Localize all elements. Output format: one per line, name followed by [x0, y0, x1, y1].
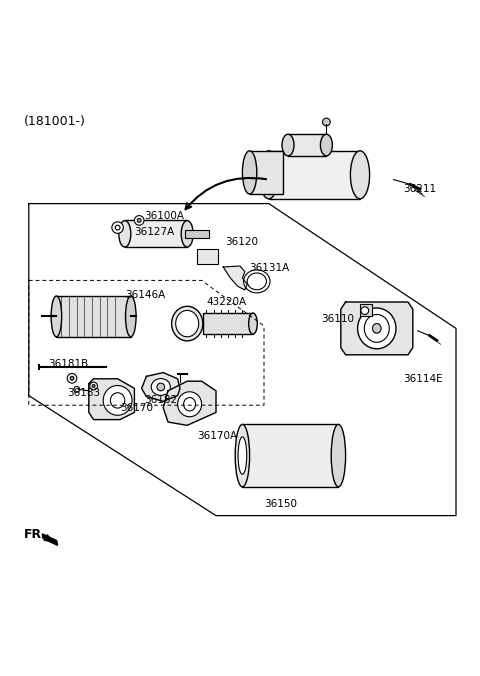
Bar: [203, 313, 253, 334]
Ellipse shape: [249, 313, 257, 334]
Ellipse shape: [181, 220, 193, 247]
Text: (181001-): (181001-): [24, 115, 86, 128]
Text: 36110: 36110: [322, 314, 355, 324]
Ellipse shape: [282, 135, 294, 156]
Ellipse shape: [51, 296, 61, 337]
Ellipse shape: [126, 296, 136, 337]
Bar: [57, 296, 131, 337]
Ellipse shape: [364, 314, 389, 342]
Polygon shape: [89, 379, 134, 420]
Text: 36182: 36182: [144, 395, 177, 406]
Ellipse shape: [178, 392, 202, 416]
Polygon shape: [223, 266, 247, 290]
Text: 36211: 36211: [403, 184, 436, 194]
Polygon shape: [163, 381, 216, 425]
Ellipse shape: [238, 437, 247, 475]
Ellipse shape: [358, 308, 396, 349]
Text: 36183: 36183: [67, 388, 100, 398]
Ellipse shape: [247, 273, 266, 290]
Ellipse shape: [244, 270, 270, 293]
Bar: [185, 230, 209, 238]
Text: 36146A: 36146A: [125, 290, 165, 299]
Circle shape: [92, 385, 95, 387]
Ellipse shape: [184, 397, 196, 411]
Text: 36100A: 36100A: [144, 211, 184, 220]
Circle shape: [157, 383, 165, 391]
Ellipse shape: [372, 324, 381, 333]
Text: 36114E: 36114E: [403, 374, 443, 384]
Circle shape: [134, 216, 144, 225]
Ellipse shape: [110, 393, 125, 408]
Polygon shape: [341, 302, 413, 355]
Bar: [288, 134, 326, 155]
Text: 36120: 36120: [226, 237, 259, 247]
Ellipse shape: [259, 151, 278, 199]
Ellipse shape: [331, 425, 346, 487]
Text: 36170A: 36170A: [197, 431, 237, 441]
Circle shape: [137, 218, 141, 222]
Circle shape: [74, 387, 80, 392]
Text: 36127A: 36127A: [134, 227, 175, 237]
Polygon shape: [142, 372, 180, 402]
Text: 36181B: 36181B: [48, 360, 88, 369]
Circle shape: [115, 225, 120, 230]
Text: 43220A: 43220A: [206, 297, 247, 307]
Ellipse shape: [235, 425, 250, 487]
Bar: [242, 425, 338, 487]
Circle shape: [361, 307, 369, 314]
Circle shape: [323, 118, 330, 126]
Text: FR.: FR.: [24, 529, 47, 541]
Polygon shape: [42, 534, 58, 546]
Circle shape: [67, 374, 77, 383]
Ellipse shape: [172, 306, 203, 341]
Bar: [125, 220, 187, 247]
Circle shape: [70, 377, 74, 380]
Bar: [197, 249, 218, 264]
Bar: [360, 304, 372, 316]
Circle shape: [112, 222, 123, 233]
Ellipse shape: [103, 385, 132, 415]
Text: 36131A: 36131A: [250, 264, 290, 273]
Ellipse shape: [350, 151, 370, 199]
Bar: [269, 151, 360, 199]
Bar: [250, 151, 283, 194]
Ellipse shape: [321, 135, 333, 156]
Text: 36150: 36150: [264, 499, 297, 508]
Ellipse shape: [242, 151, 257, 194]
Ellipse shape: [176, 310, 199, 337]
Circle shape: [90, 382, 97, 390]
Ellipse shape: [119, 220, 131, 247]
Ellipse shape: [151, 379, 170, 395]
Text: 36170: 36170: [120, 403, 153, 412]
